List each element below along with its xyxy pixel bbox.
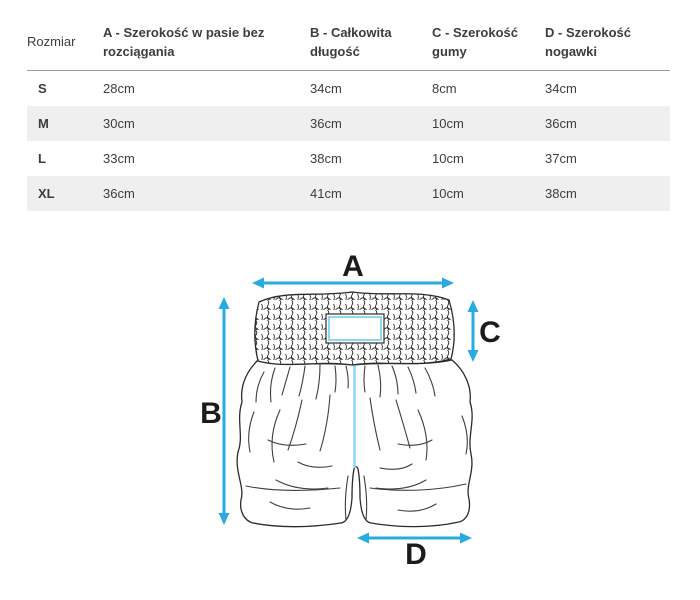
size-table: Rozmiar A - Szerokość w pasie bez rozcią… — [27, 20, 670, 211]
header-c-elastic-width: C - Szerokość gumy — [432, 20, 545, 71]
dimension-arrow-d — [357, 532, 472, 544]
dimension-arrow-a — [252, 277, 454, 289]
header-rozmiar: Rozmiar — [27, 20, 103, 71]
dimension-label-a: A — [342, 250, 364, 283]
shorts-measurement-diagram: A B C D — [180, 240, 520, 580]
value-c: 8cm — [432, 80, 457, 96]
value-c: 10cm — [432, 150, 464, 166]
dimension-label-c: C — [479, 316, 501, 349]
header-d-leg-width: D - Szerokość nogawki — [545, 20, 670, 71]
dimension-arrow-c — [467, 300, 479, 362]
value-b: 34cm — [310, 80, 342, 96]
value-a: 36cm — [103, 185, 135, 201]
value-b: 41cm — [310, 185, 342, 201]
size-table-body: S 28cm 34cm 8cm 34cm M 30cm 36cm 10cm 36… — [27, 70, 670, 211]
value-d: 36cm — [545, 115, 577, 131]
header-row: Rozmiar A - Szerokość w pasie bez rozcią… — [27, 20, 670, 71]
value-d: 38cm — [545, 185, 577, 201]
size-label: XL — [38, 185, 55, 201]
dimension-label-d: D — [405, 538, 427, 571]
value-c: 10cm — [432, 115, 464, 131]
dimension-arrow-b — [218, 297, 230, 525]
dimension-label-b: B — [200, 397, 222, 430]
fabric-wrinkles — [245, 364, 468, 521]
table-row-m: M 30cm 36cm 10cm 36cm — [27, 105, 670, 141]
table-row-xl: XL 36cm 41cm 10cm 38cm — [27, 175, 670, 211]
shorts-sketch-svg: A B C D — [200, 250, 501, 571]
header-b-total-length: B - Całkowita długość — [310, 20, 432, 71]
size-label: L — [38, 150, 46, 166]
table-row-l: L 33cm 38cm 10cm 37cm — [27, 141, 670, 176]
size-label: M — [38, 115, 49, 131]
value-a: 28cm — [103, 80, 135, 96]
value-b: 36cm — [310, 115, 342, 131]
value-d: 37cm — [545, 150, 577, 166]
waistband-label-patch — [325, 313, 385, 344]
size-table-header: Rozmiar A - Szerokość w pasie bez rozcią… — [27, 20, 670, 71]
value-c: 10cm — [432, 185, 464, 201]
header-a-waist-width: A - Szerokość w pasie bez rozciągania — [103, 20, 310, 71]
size-label: S — [38, 80, 47, 96]
value-a: 33cm — [103, 150, 135, 166]
value-b: 38cm — [310, 150, 342, 166]
value-d: 34cm — [545, 80, 577, 96]
value-a: 30cm — [103, 115, 135, 131]
table-row-s: S 28cm 34cm 8cm 34cm — [27, 70, 670, 106]
